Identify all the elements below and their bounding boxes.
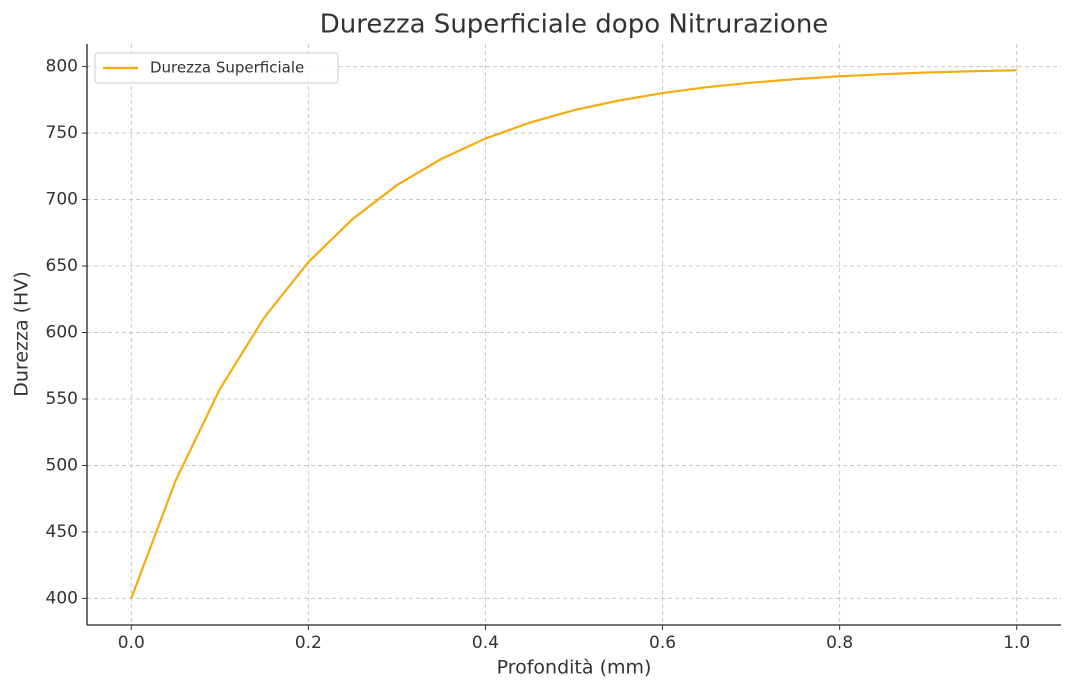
y-tick-label: 800 xyxy=(46,57,78,77)
chart-title: Durezza Superficiale dopo Nitrurazione xyxy=(320,10,829,40)
y-tick-label: 550 xyxy=(46,389,78,409)
legend-box xyxy=(94,52,339,84)
y-axis-label: Durezza (HV) xyxy=(11,271,33,397)
x-axis-label: Profondità (mm) xyxy=(497,657,652,679)
x-tick-label: 0.8 xyxy=(826,633,853,653)
legend: Durezza Superficiale xyxy=(94,52,339,84)
x-tick-label: 0.4 xyxy=(472,633,499,653)
y-tick-label: 600 xyxy=(46,323,78,343)
y-tick-label: 750 xyxy=(46,123,78,143)
line-series xyxy=(130,69,1017,599)
x-tick-label: 0.6 xyxy=(649,633,676,653)
x-tick-label: 1.0 xyxy=(1003,633,1030,653)
legend-label: Durezza Superficiale xyxy=(150,59,304,77)
y-tick-label: 650 xyxy=(46,256,78,276)
y-tick-label: 450 xyxy=(46,522,78,542)
y-tick-label: 500 xyxy=(46,455,78,475)
y-tick-label: 700 xyxy=(46,190,78,210)
y-tick-label: 400 xyxy=(46,588,78,608)
x-tick-label: 0.2 xyxy=(295,633,322,653)
x-tick-label: 0.0 xyxy=(118,633,145,653)
